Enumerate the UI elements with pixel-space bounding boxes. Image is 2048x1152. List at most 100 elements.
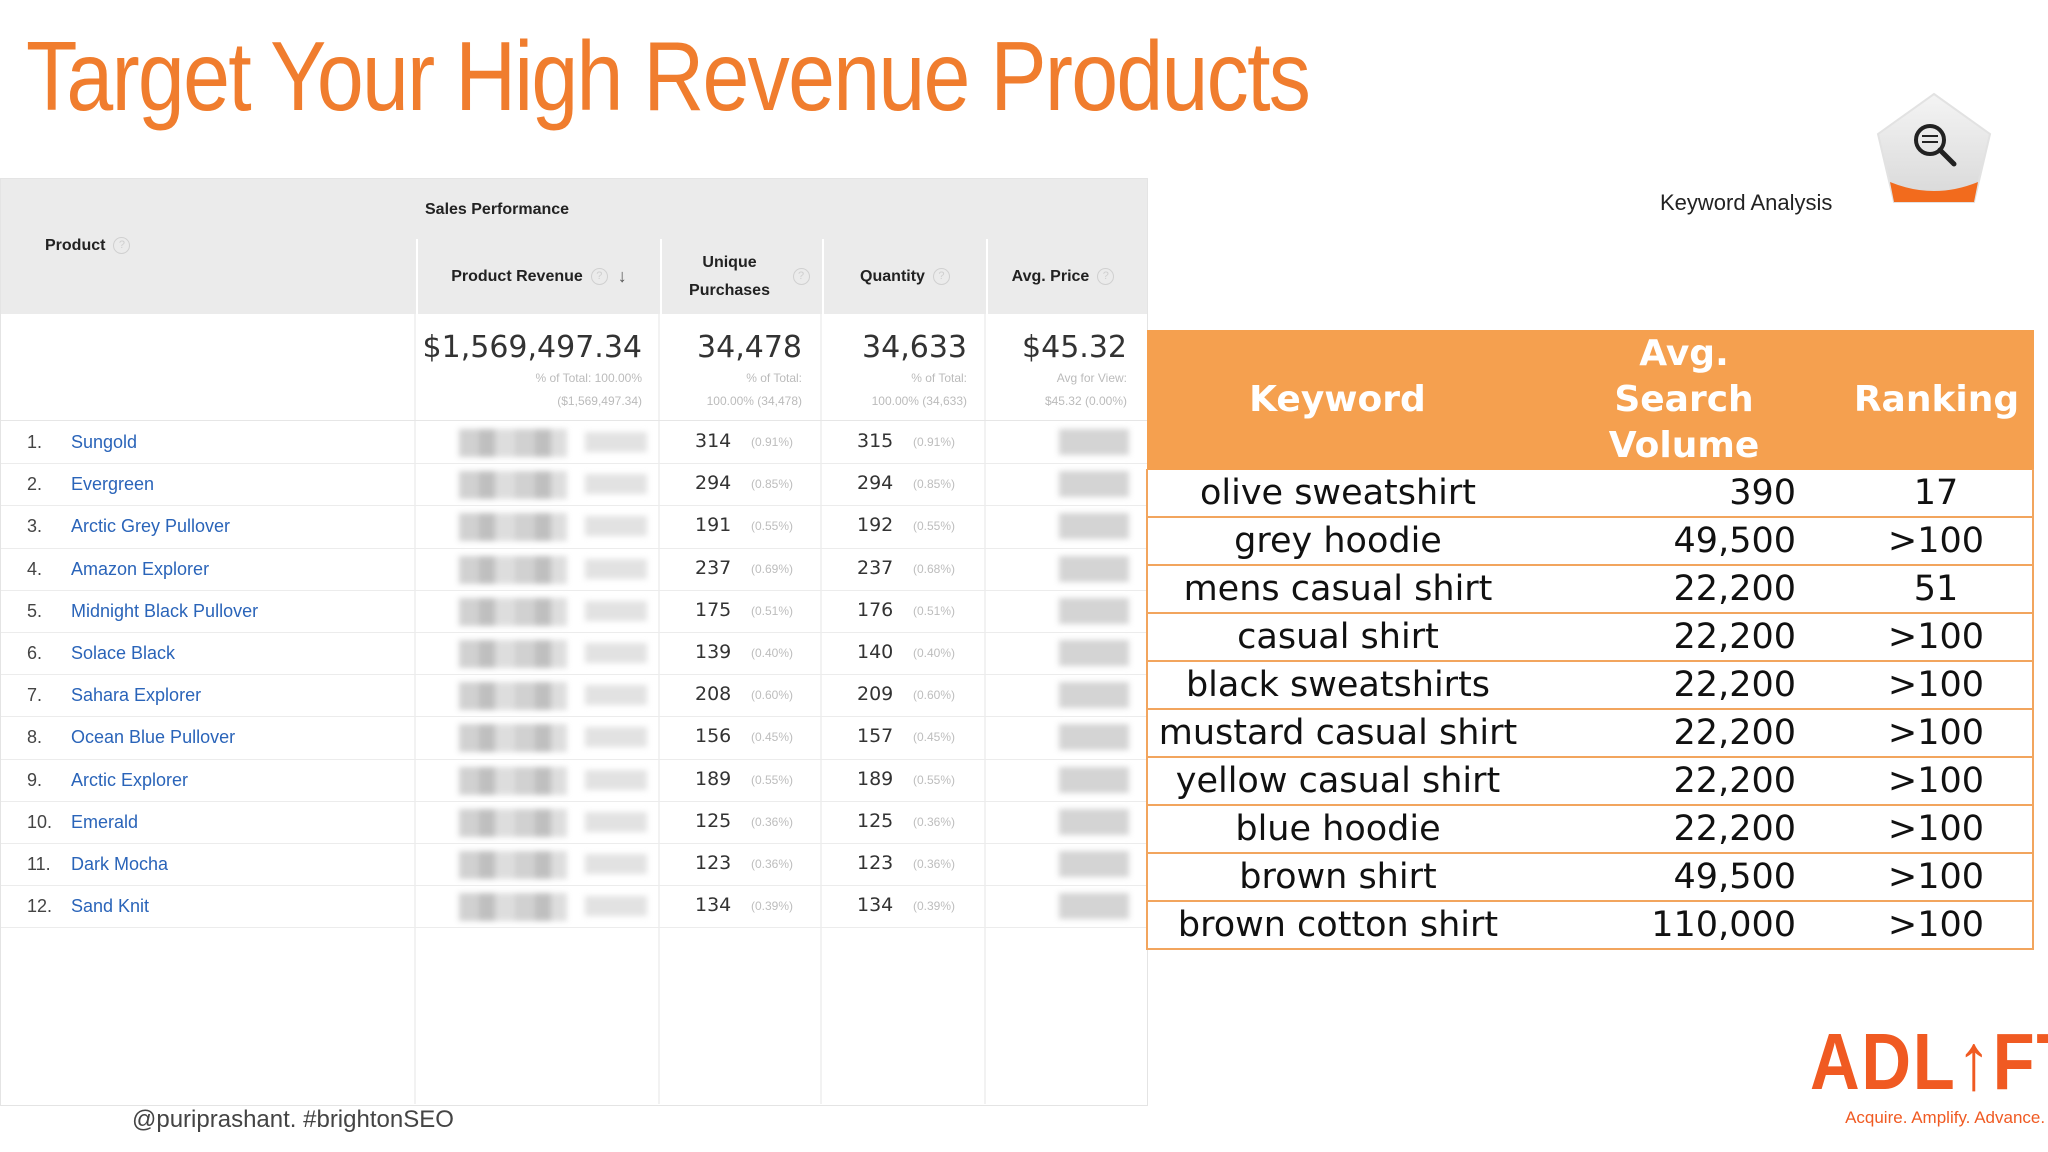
keyword-cell: black sweatshirts [1146,661,1528,710]
unique-purchases-value: 134 [695,894,732,917]
unique-purchases-value: 294 [695,472,732,495]
volume-cell: 22,200 [1528,757,1840,806]
unique-purchases-pct: (0.45%) [751,730,794,745]
table-row: 2. Evergreen 294 (0.85%) 294 (0.85%) [1,463,1147,507]
keyword-row: grey hoodie 49,500 >100 [1146,517,2034,566]
keyword-cell: brown shirt [1146,853,1528,902]
logo-text: ADL [1809,1017,1957,1106]
avg-price-redacted [1059,893,1129,920]
avg-price-redacted [1059,471,1129,498]
table-row: 3. Arctic Grey Pullover 191 (0.55%) 192 (0.55… [1,505,1147,549]
table-row: 8. Ocean Blue Pullover 156 (0.45%) 157 (0.45%… [1,716,1147,760]
unique-purchases-pct: (0.36%) [751,857,794,871]
ranking-cell: >100 [1840,757,2034,806]
product-link[interactable]: Sahara Explorer [71,685,202,706]
table-row: 9. Arctic Explorer 189 (0.55%) 189 (0.55%) [1,759,1147,802]
logo-tagline: Acquire. Amplify. Advance. [1845,1108,2046,1127]
keyword-table-header: Keyword Avg. Search Volume Ranking [1146,330,2034,470]
total-revenue: $1,569,497.34 % of Total: 100.00% ($1,56… [423,330,642,411]
quantity-pct: (0.55%) [913,519,956,534]
help-icon[interactable]: ? [932,268,950,285]
product-link[interactable]: Sungold [71,432,138,452]
quantity-pct: (0.60%) [913,688,956,703]
revenue-pct-redacted [585,432,647,452]
keyword-cell: brown cotton shirt [1146,901,1528,950]
unique-purchases-pct: (0.36%) [751,814,794,829]
column-product-revenue[interactable]: Product Revenue? ↓ [416,239,660,314]
row-number: 10. [27,811,53,832]
product-link[interactable]: Arctic Explorer [71,769,189,790]
ranking-cell: >100 [1840,709,2034,758]
analytics-report: Product? Sales Performance Product Reven… [0,178,1148,1106]
quantity-value: 189 [857,767,894,790]
keyword-row: brown cotton shirt 110,000 >100 [1146,901,2034,950]
product-column-header[interactable]: Product? [45,237,131,255]
table-row: 6. Solace Black 139 (0.40%) 140 (0.40%) [1,632,1147,676]
product-link[interactable]: Midnight Black Pullover [71,600,259,621]
totals-row: $1,569,497.34 % of Total: 100.00% ($1,56… [1,314,1147,421]
volume-cell: 49,500 [1528,517,1840,566]
product-link[interactable]: Dark Mocha [71,854,169,874]
revenue-pct-redacted [585,727,647,748]
column-label: Quantity [860,267,925,285]
column-label: Avg. Price [1011,267,1090,285]
quantity-value: 294 [857,472,894,495]
header-ranking: Ranking [1839,330,2034,470]
ranking-cell: >100 [1840,613,2034,662]
quantity-value: 157 [857,725,894,748]
total-revenue-value: $1,569,497.34 [422,330,642,365]
product-link[interactable]: Emerald [71,811,139,832]
column-label: Product Revenue [451,267,583,285]
quantity-value: 192 [857,514,894,537]
sort-descending-icon[interactable]: ↓ [617,266,627,286]
unique-purchases-value: 123 [695,852,732,874]
help-icon[interactable]: ? [113,237,131,255]
total-note: Avg for View: [1056,371,1127,385]
revenue-redacted [459,766,567,795]
column-unique-purchases[interactable]: Unique Purchases? [660,239,822,314]
report-header [1,179,1147,314]
row-number: 12. [27,896,53,917]
total-purchases-value: 34,478 [697,330,802,365]
table-row: 1. Sungold 314 (0.91%) 315 (0.91%) [1,421,1147,465]
column-avg-price[interactable]: Avg. Price? [986,239,1138,314]
slide-title: Target Your High Revenue Products [26,21,1311,131]
column-quantity[interactable]: Quantity? [822,239,986,314]
keyword-cell: mustard casual shirt [1146,709,1528,758]
revenue-redacted [459,597,567,626]
magnifier-icon [1876,92,1992,203]
keyword-analysis-label: Keyword Analysis [1660,190,1833,215]
sales-performance-header: Sales Performance [425,201,570,218]
keyword-row: casual shirt 22,200 >100 [1146,613,2034,662]
quantity-value: 315 [857,430,894,452]
avg-price-redacted [1059,555,1129,582]
product-link[interactable]: Sand Knit [71,896,150,917]
column-divider [820,314,822,1104]
ranking-cell: 51 [1840,565,2034,614]
unique-purchases-value: 125 [695,809,732,832]
total-note: $45.32 (0.00%) [1044,394,1127,408]
avg-price-redacted [1059,851,1129,877]
quantity-pct: (0.36%) [913,814,956,829]
quantity-pct: (0.85%) [913,477,956,492]
help-icon[interactable]: ? [590,268,608,285]
total-purchases: 34,478 % of Total: 100.00% (34,478) [697,330,802,411]
row-number: 8. [27,727,43,748]
avg-price-redacted [1059,640,1129,666]
revenue-pct-redacted [585,811,647,832]
product-link[interactable]: Arctic Grey Pullover [71,516,231,537]
help-icon[interactable]: ? [792,268,810,285]
table-row: 4. Amazon Explorer 237 (0.69%) 237 (0.68%) [1,548,1147,591]
product-link[interactable]: Solace Black [71,643,176,663]
avg-price-redacted [1059,597,1129,624]
help-icon[interactable]: ? [1097,268,1115,285]
quantity-value: 134 [857,894,894,917]
product-link[interactable]: Evergreen [71,474,155,495]
product-link[interactable]: Ocean Blue Pullover [71,727,236,748]
ranking-cell: >100 [1840,805,2034,854]
column-divider [414,314,416,1104]
revenue-pct-redacted [585,685,647,706]
keyword-cell: casual shirt [1146,613,1528,662]
product-link[interactable]: Amazon Explorer [71,558,210,579]
keyword-row: black sweatshirts 22,200 >100 [1146,661,2034,710]
